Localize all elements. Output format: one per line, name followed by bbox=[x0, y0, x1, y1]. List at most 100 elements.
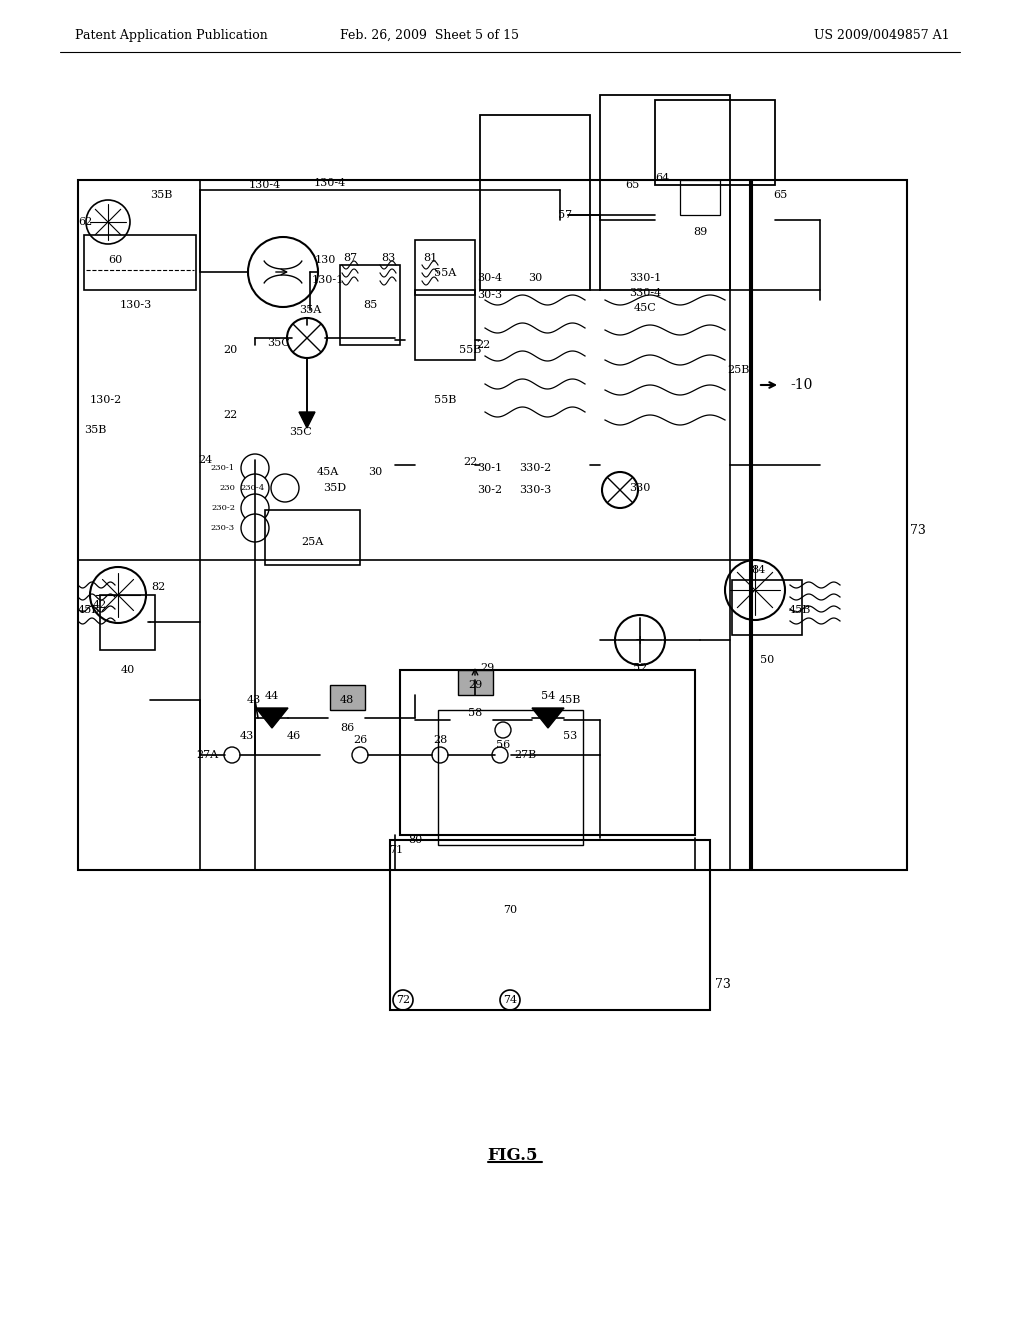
Text: 35A: 35A bbox=[299, 305, 322, 315]
Text: 45B: 45B bbox=[559, 696, 582, 705]
Text: 30-1: 30-1 bbox=[477, 463, 503, 473]
Text: 62: 62 bbox=[78, 216, 92, 227]
Text: 55B: 55B bbox=[459, 345, 481, 355]
Text: 72: 72 bbox=[396, 995, 410, 1005]
Text: 55A: 55A bbox=[434, 268, 456, 279]
Bar bbox=[438, 710, 583, 845]
Text: 22: 22 bbox=[463, 457, 477, 467]
Bar bbox=[458, 671, 493, 696]
Text: 84: 84 bbox=[751, 565, 765, 576]
Text: 330-3: 330-3 bbox=[519, 484, 551, 495]
Text: 82: 82 bbox=[151, 582, 165, 591]
Text: 65: 65 bbox=[626, 180, 640, 190]
Text: 73: 73 bbox=[715, 978, 731, 991]
Text: +: + bbox=[635, 634, 645, 647]
Bar bbox=[415, 290, 475, 360]
Text: 86: 86 bbox=[340, 723, 354, 733]
Text: 42: 42 bbox=[93, 601, 108, 610]
Text: 230-3: 230-3 bbox=[211, 524, 234, 532]
Text: 35D: 35D bbox=[324, 483, 346, 492]
Polygon shape bbox=[299, 412, 315, 428]
Text: 330: 330 bbox=[630, 483, 650, 492]
Text: 230-4: 230-4 bbox=[241, 484, 265, 492]
Text: Patent Application Publication: Patent Application Publication bbox=[75, 29, 267, 41]
Text: 45B: 45B bbox=[78, 605, 100, 615]
Bar bbox=[340, 265, 400, 345]
Text: 230: 230 bbox=[219, 484, 234, 492]
Text: 44: 44 bbox=[265, 690, 280, 701]
Text: 130-2: 130-2 bbox=[90, 395, 122, 405]
Text: 130-3: 130-3 bbox=[120, 300, 153, 310]
Text: 45C: 45C bbox=[634, 304, 656, 313]
Text: 55B: 55B bbox=[434, 395, 456, 405]
Text: 29: 29 bbox=[480, 663, 495, 673]
Text: 130-1: 130-1 bbox=[312, 275, 344, 285]
Text: 52: 52 bbox=[633, 663, 647, 673]
Bar bbox=[415, 240, 475, 294]
Circle shape bbox=[602, 473, 638, 508]
Text: 230-1: 230-1 bbox=[211, 465, 234, 473]
Text: 48: 48 bbox=[340, 696, 354, 705]
Text: 54: 54 bbox=[541, 690, 555, 701]
Text: 46: 46 bbox=[287, 731, 301, 741]
Text: 25B: 25B bbox=[727, 366, 750, 375]
Text: 130-4: 130-4 bbox=[249, 180, 282, 190]
Bar bbox=[655, 100, 775, 185]
Bar bbox=[100, 595, 155, 649]
Bar bbox=[600, 95, 730, 290]
Bar bbox=[78, 180, 750, 870]
Circle shape bbox=[241, 513, 269, 543]
Bar bbox=[732, 579, 802, 635]
Text: 70: 70 bbox=[503, 906, 517, 915]
Text: 45B: 45B bbox=[788, 605, 811, 615]
Text: 83: 83 bbox=[381, 253, 395, 263]
Text: 80: 80 bbox=[408, 836, 422, 845]
Text: 45A: 45A bbox=[316, 467, 339, 477]
Text: FIG.5: FIG.5 bbox=[486, 1147, 538, 1163]
Text: 230-2: 230-2 bbox=[211, 504, 234, 512]
Text: 24: 24 bbox=[198, 455, 212, 465]
Text: 35B: 35B bbox=[84, 425, 106, 436]
Text: 43: 43 bbox=[247, 696, 261, 705]
Bar bbox=[390, 840, 710, 1010]
Text: 35C: 35C bbox=[267, 338, 291, 348]
Text: 64: 64 bbox=[655, 173, 670, 183]
Bar bbox=[480, 115, 590, 290]
Text: -10: -10 bbox=[790, 378, 812, 392]
Text: US 2009/0049857 A1: US 2009/0049857 A1 bbox=[814, 29, 950, 41]
Text: 130-4: 130-4 bbox=[314, 178, 346, 187]
Bar bbox=[265, 510, 360, 565]
Text: 30: 30 bbox=[368, 467, 382, 477]
Text: 28: 28 bbox=[433, 735, 447, 744]
Text: 40: 40 bbox=[121, 665, 135, 675]
Text: 27A: 27A bbox=[196, 750, 218, 760]
Text: 43: 43 bbox=[240, 731, 254, 741]
Text: 35C: 35C bbox=[289, 426, 311, 437]
Bar bbox=[752, 180, 907, 870]
Polygon shape bbox=[256, 708, 288, 729]
Text: 74: 74 bbox=[503, 995, 517, 1005]
Text: 26: 26 bbox=[353, 735, 368, 744]
Circle shape bbox=[241, 494, 269, 521]
Text: 60: 60 bbox=[108, 255, 122, 265]
Text: 89: 89 bbox=[693, 227, 708, 238]
Text: 30-2: 30-2 bbox=[477, 484, 503, 495]
Text: 58: 58 bbox=[468, 708, 482, 718]
Bar bbox=[680, 180, 720, 215]
Text: 22: 22 bbox=[476, 341, 490, 350]
Text: 30-4: 30-4 bbox=[477, 273, 503, 282]
Polygon shape bbox=[532, 708, 564, 729]
Text: 330-4: 330-4 bbox=[629, 288, 662, 298]
Text: 330-2: 330-2 bbox=[519, 463, 551, 473]
Text: 53: 53 bbox=[563, 731, 578, 741]
Text: 27B: 27B bbox=[514, 750, 537, 760]
Text: 20: 20 bbox=[223, 345, 238, 355]
Bar bbox=[84, 235, 196, 290]
Text: Feb. 26, 2009  Sheet 5 of 15: Feb. 26, 2009 Sheet 5 of 15 bbox=[341, 29, 519, 41]
Text: 56: 56 bbox=[496, 741, 510, 750]
Text: 87: 87 bbox=[343, 253, 357, 263]
Circle shape bbox=[241, 474, 269, 502]
Text: 30: 30 bbox=[528, 273, 542, 282]
Bar bbox=[330, 685, 365, 710]
Text: 65: 65 bbox=[773, 190, 787, 201]
